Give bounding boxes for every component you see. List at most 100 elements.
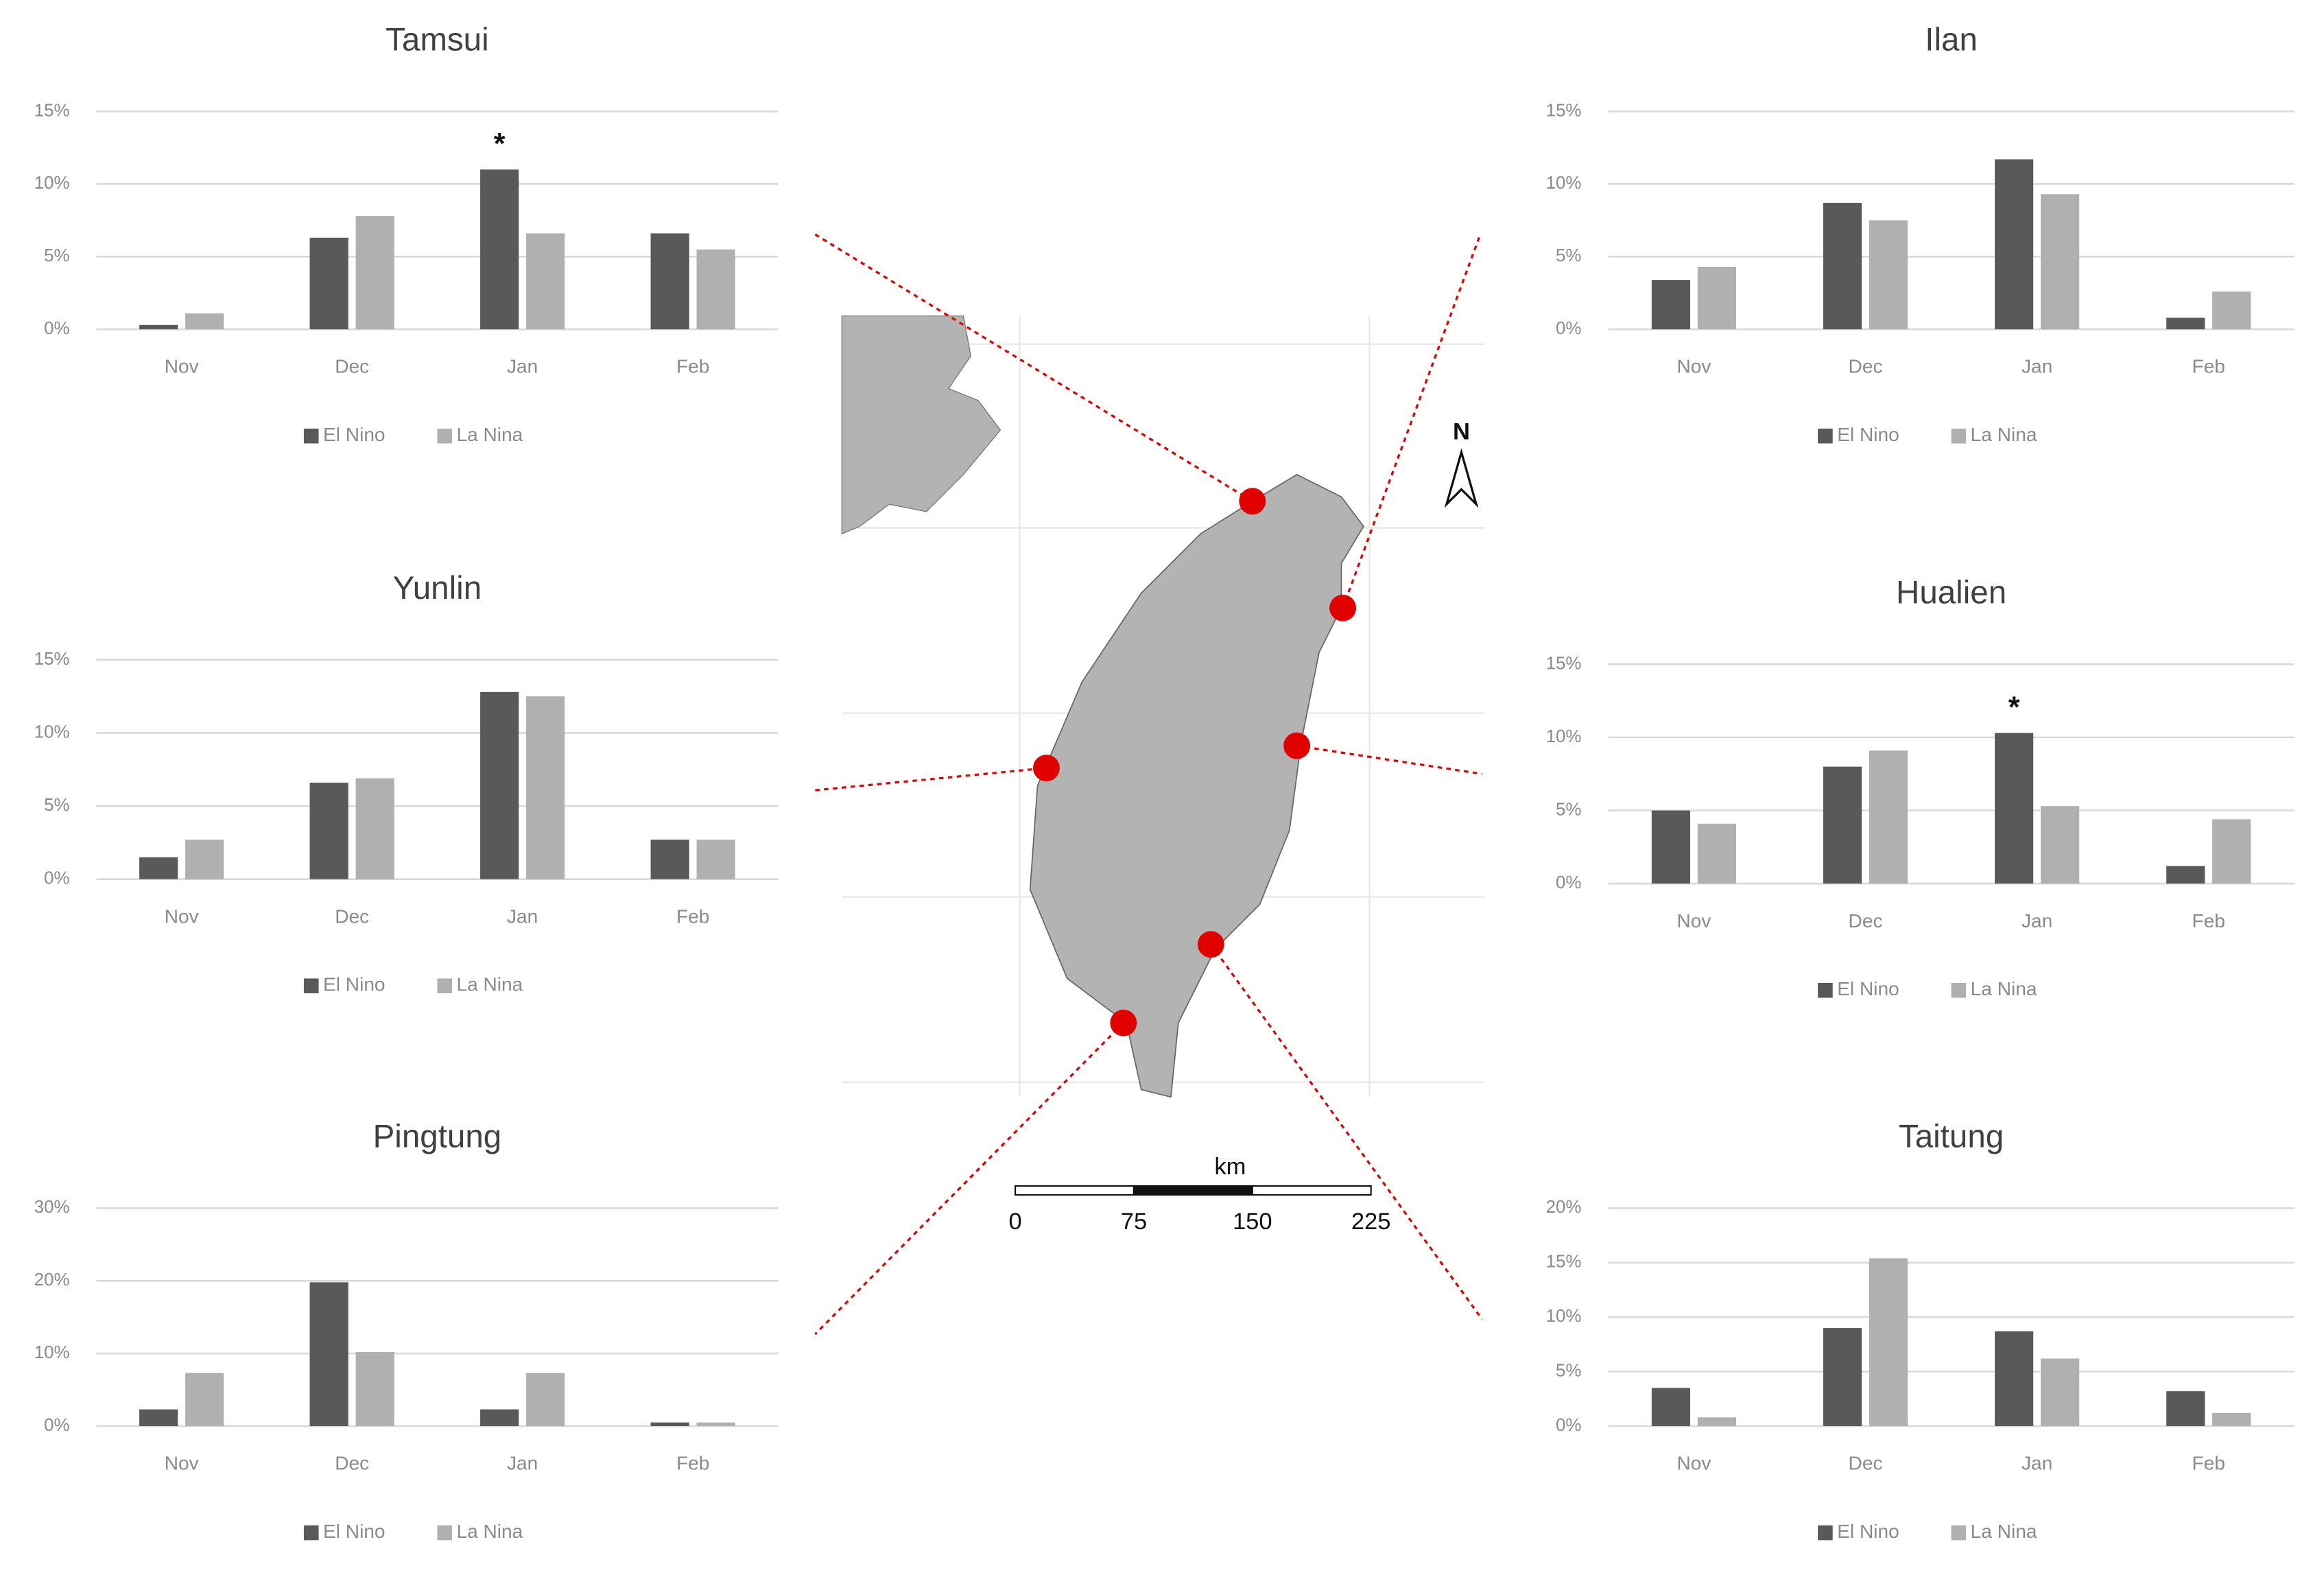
y-tick-label: 15% — [1546, 101, 1582, 120]
x-tick-label: Jan — [507, 356, 538, 377]
legend-swatch — [303, 428, 319, 444]
bar — [480, 1409, 519, 1427]
station — [1110, 1009, 1137, 1036]
station — [1033, 755, 1060, 782]
leader-lines — [814, 233, 1484, 1335]
station — [1239, 488, 1266, 515]
bar — [2212, 292, 2251, 330]
x-tick-label: Feb — [2192, 1453, 2225, 1474]
y-tick-label: 5% — [1556, 246, 1581, 265]
bar — [1869, 1258, 1908, 1427]
bar — [1869, 220, 1908, 330]
bar — [696, 1422, 735, 1427]
scale-unit: km — [1214, 1154, 1246, 1180]
bar — [1869, 750, 1908, 884]
bar — [526, 233, 565, 330]
bar — [696, 840, 735, 879]
bar — [696, 249, 735, 330]
chart-title: Taitung — [1899, 1118, 2004, 1154]
chart-title: Pingtung — [373, 1118, 502, 1154]
bar — [1697, 1417, 1737, 1427]
leader-line — [815, 767, 1047, 792]
y-tick-label: 5% — [44, 246, 69, 265]
taiwan — [1029, 473, 1364, 1098]
bar — [526, 1373, 565, 1427]
bar — [355, 215, 394, 330]
x-tick-label: Nov — [165, 905, 199, 927]
bar — [2041, 806, 2080, 884]
x-tick-label: Nov — [1676, 356, 1711, 377]
leader-line — [1296, 744, 1482, 775]
scale-label: 150 — [1233, 1209, 1272, 1235]
bar — [309, 1282, 348, 1427]
y-tick-label: 0% — [44, 1416, 69, 1435]
legend-label: El Nino — [1837, 978, 1899, 999]
y-tick-label: 0% — [44, 319, 69, 338]
bar — [1651, 280, 1691, 330]
bar — [2212, 1412, 2251, 1427]
legend-swatch — [1951, 982, 1967, 998]
bar — [139, 1409, 178, 1427]
legend-label: La Nina — [1971, 1521, 2037, 1542]
north-label: N — [1453, 418, 1470, 444]
legend-swatch — [1951, 428, 1967, 444]
bar — [1697, 267, 1737, 330]
scale-segment — [1015, 1185, 1135, 1196]
y-tick-label: 0% — [1556, 873, 1581, 892]
x-tick-label: Nov — [165, 1453, 199, 1474]
chart-title: Yunlin — [393, 570, 482, 606]
y-tick-label: 15% — [34, 101, 70, 120]
north-arrow — [1444, 448, 1479, 508]
bar — [1823, 202, 1862, 330]
scale-label: 75 — [1121, 1209, 1147, 1235]
y-tick-label: 10% — [1546, 1307, 1582, 1326]
legend-swatch — [1818, 1525, 1833, 1541]
y-tick-label: 15% — [1546, 1252, 1582, 1272]
x-tick-label: Dec — [335, 1453, 369, 1474]
y-tick-label: 15% — [34, 650, 70, 669]
legend-swatch — [437, 1525, 453, 1541]
chart-panel: Taitung 0% 5% 10% 15% 20% Nov Dec Jan Feb El Nino L… — [1546, 1118, 2295, 1542]
legend-label: La Nina — [1971, 978, 2037, 999]
y-tick-label: 20% — [34, 1270, 70, 1290]
legend-label: El Nino — [323, 974, 386, 995]
annotation: * — [494, 128, 506, 161]
bar — [1697, 823, 1737, 884]
scale-segment — [1251, 1185, 1372, 1196]
bar — [355, 1352, 394, 1427]
x-tick-label: Jan — [2021, 910, 2052, 931]
y-tick-label: 0% — [1556, 1416, 1581, 1435]
bar — [309, 783, 348, 879]
bar — [1995, 733, 2034, 884]
leader-line — [1209, 943, 1484, 1320]
y-tick-label: 5% — [1556, 1361, 1581, 1380]
bar — [309, 237, 348, 330]
x-tick-label: Dec — [335, 356, 369, 377]
bar — [2166, 866, 2205, 884]
bar — [480, 691, 519, 879]
bar — [1823, 1328, 1862, 1427]
bar — [1651, 810, 1691, 884]
y-tick-label: 15% — [1546, 654, 1582, 673]
bar — [650, 1422, 689, 1427]
annotation: * — [2008, 691, 2020, 724]
chart-title: Hualien — [1896, 574, 2006, 610]
leader-line — [1342, 237, 1480, 608]
y-tick-label: 30% — [34, 1198, 70, 1217]
bar — [185, 840, 224, 879]
stations — [1033, 488, 1357, 1036]
station — [1197, 931, 1224, 958]
y-tick-label: 10% — [34, 174, 70, 193]
y-tick-label: 0% — [1556, 319, 1581, 338]
station — [1283, 732, 1311, 759]
legend-swatch — [1818, 982, 1833, 998]
legend-label: La Nina — [457, 1521, 523, 1542]
bar — [355, 778, 394, 879]
legend-label: El Nino — [323, 424, 386, 445]
x-tick-label: Jan — [2021, 356, 2052, 377]
legend-swatch — [303, 978, 319, 994]
chart-panel: Yunlin 0% 5% 10% 15% Nov Dec Jan Feb El Nino La Ni… — [34, 570, 779, 995]
y-tick-label: 10% — [1546, 174, 1582, 193]
